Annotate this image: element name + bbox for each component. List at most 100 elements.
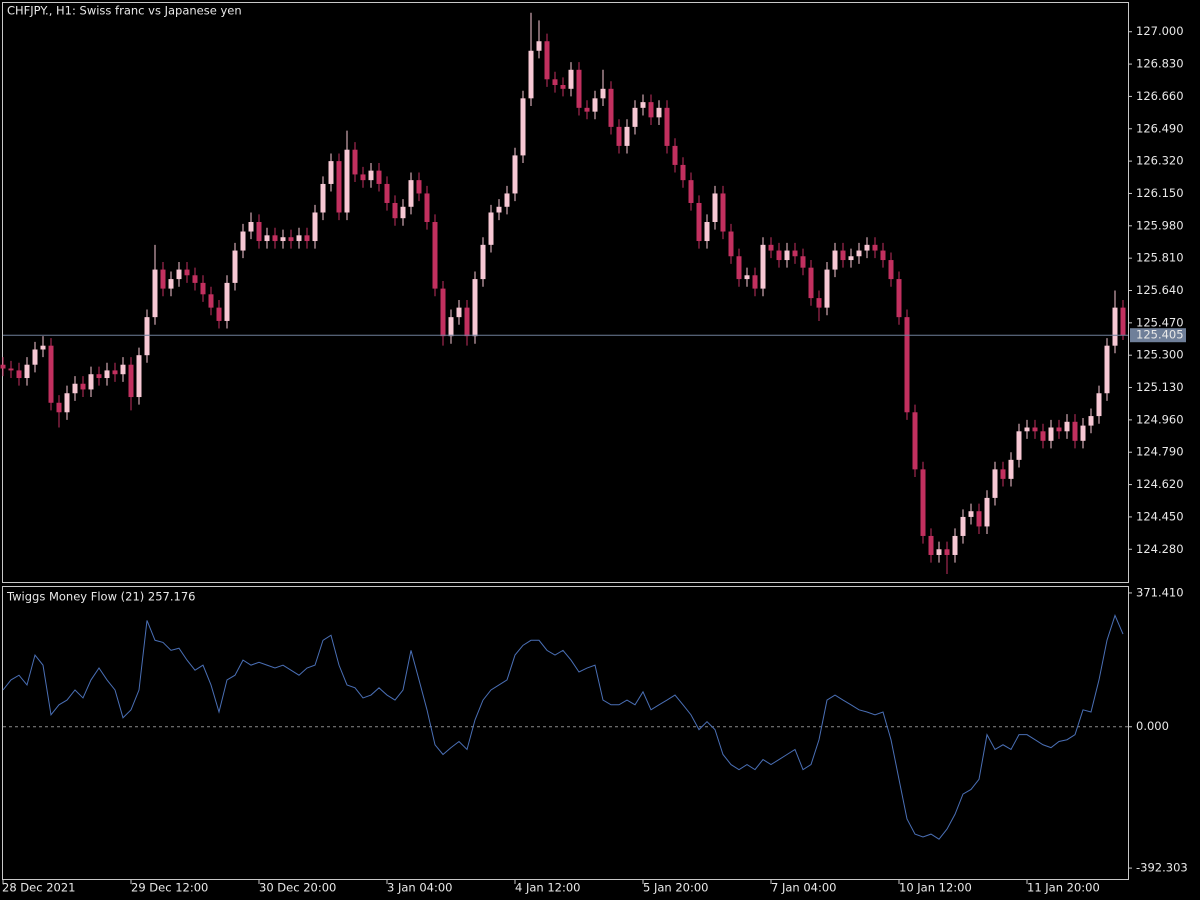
candle-body bbox=[552, 79, 558, 86]
candle-body bbox=[1112, 307, 1118, 346]
candle-body bbox=[632, 107, 638, 127]
candle-body bbox=[824, 269, 830, 308]
chart-title: CHFJPY., H1: Swiss franc vs Japanese yen bbox=[7, 4, 242, 18]
current-price-box bbox=[1130, 328, 1186, 343]
y-tick-label: 125.130 bbox=[1136, 380, 1184, 394]
candle-body bbox=[40, 345, 46, 350]
y-tick-label: 124.790 bbox=[1136, 445, 1184, 459]
y-tick-label: 125.300 bbox=[1136, 348, 1184, 362]
candle-body bbox=[120, 364, 126, 375]
candle-body bbox=[848, 256, 854, 261]
candle-body bbox=[488, 212, 494, 245]
candle-body bbox=[256, 222, 262, 242]
candle-body bbox=[1120, 307, 1126, 336]
candle-body bbox=[800, 256, 806, 268]
candle-body bbox=[904, 317, 910, 413]
candle-body bbox=[496, 206, 502, 213]
candle-body bbox=[912, 412, 918, 470]
candle-body bbox=[136, 355, 142, 398]
candle-body bbox=[640, 102, 646, 108]
candle-body bbox=[1000, 469, 1006, 479]
candle-body bbox=[384, 183, 390, 203]
candle-body bbox=[192, 275, 198, 283]
price-pane bbox=[2, 2, 1129, 583]
candle-body bbox=[896, 279, 902, 318]
candle-body bbox=[360, 174, 366, 181]
candle-body bbox=[840, 250, 846, 261]
candle-body bbox=[1104, 345, 1110, 394]
candle-body bbox=[232, 250, 238, 283]
candle-body bbox=[248, 222, 254, 232]
candle-body bbox=[624, 126, 630, 146]
x-tick-label: 29 Dec 12:00 bbox=[131, 881, 208, 895]
x-tick-label: 28 Dec 2021 bbox=[2, 881, 75, 895]
candle-body bbox=[768, 244, 774, 251]
candle-body bbox=[152, 269, 158, 318]
candle-body bbox=[104, 370, 110, 379]
candle-body bbox=[112, 370, 118, 375]
candle-body bbox=[160, 269, 166, 289]
candle-body bbox=[952, 535, 958, 555]
candle-body bbox=[328, 161, 334, 184]
y-tick-label: 125.810 bbox=[1136, 251, 1184, 265]
candle-body bbox=[208, 294, 214, 308]
candle-body bbox=[424, 193, 430, 223]
candle-body bbox=[1088, 416, 1094, 426]
candle-body bbox=[200, 282, 206, 295]
candle-body bbox=[464, 307, 470, 337]
y-tick-label: 126.490 bbox=[1136, 121, 1184, 135]
candle-body bbox=[1096, 393, 1102, 417]
x-tick-label: 5 Jan 20:00 bbox=[643, 881, 709, 895]
y-tick-label: 125.640 bbox=[1136, 283, 1184, 297]
candle-body bbox=[792, 250, 798, 257]
candle-body bbox=[512, 155, 518, 194]
candle-body bbox=[1048, 427, 1054, 441]
candle-body bbox=[312, 212, 318, 242]
x-tick-label: 4 Jan 12:00 bbox=[515, 881, 581, 895]
candle-body bbox=[128, 364, 134, 398]
y-tick-label: -392.303 bbox=[1136, 861, 1188, 875]
candle-body bbox=[816, 298, 822, 308]
candle-body bbox=[304, 235, 310, 242]
candle-body bbox=[616, 126, 622, 146]
candle-body bbox=[592, 98, 598, 112]
y-tick-label: 126.660 bbox=[1136, 89, 1184, 103]
candle-body bbox=[928, 535, 934, 555]
candle-body bbox=[8, 368, 14, 371]
y-tick-label: 371.410 bbox=[1136, 585, 1184, 599]
candle-body bbox=[336, 161, 342, 213]
candle-body bbox=[832, 250, 838, 270]
candle-body bbox=[400, 206, 406, 219]
candle-body bbox=[720, 193, 726, 232]
candle-body bbox=[744, 275, 750, 280]
candle-body bbox=[416, 180, 422, 194]
candle-body bbox=[688, 180, 694, 203]
candle-body bbox=[784, 250, 790, 261]
candle-body bbox=[656, 107, 662, 118]
indicator-title: Twiggs Money Flow (21) 257.176 bbox=[6, 590, 195, 604]
candle-body bbox=[16, 370, 22, 379]
candle-body bbox=[576, 69, 582, 108]
candle-body bbox=[776, 250, 782, 261]
x-tick-label: 3 Jan 04:00 bbox=[387, 881, 453, 895]
candle-body bbox=[72, 383, 78, 394]
candle-body bbox=[1008, 459, 1014, 479]
candle-body bbox=[296, 235, 302, 242]
candle-body bbox=[560, 85, 566, 89]
candle-body bbox=[1064, 421, 1070, 432]
y-tick-label: 127.000 bbox=[1136, 24, 1184, 38]
y-tick-label: 125.470 bbox=[1136, 315, 1184, 329]
candle-body bbox=[752, 275, 758, 289]
candle-body bbox=[888, 260, 894, 280]
candle-body bbox=[168, 279, 174, 289]
candle-body bbox=[392, 202, 398, 219]
candle-body bbox=[872, 244, 878, 251]
x-tick-label: 7 Jan 04:00 bbox=[771, 881, 837, 895]
candle-body bbox=[88, 374, 94, 390]
candle-body bbox=[224, 282, 230, 321]
candle-body bbox=[240, 231, 246, 251]
candle-body bbox=[1040, 431, 1046, 441]
candle-body bbox=[976, 511, 982, 527]
candle-body bbox=[32, 349, 38, 365]
